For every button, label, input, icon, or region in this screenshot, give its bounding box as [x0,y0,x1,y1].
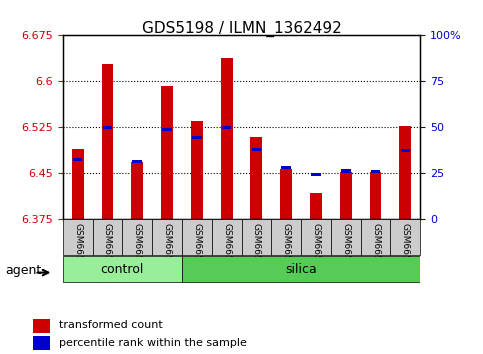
Bar [341,170,351,172]
Text: agent: agent [5,264,41,277]
Text: GSM665754: GSM665754 [222,223,231,278]
Bar [400,149,410,152]
Text: GSM665775: GSM665775 [312,223,320,278]
Text: GSM665750: GSM665750 [192,223,201,278]
Bar [369,172,382,219]
FancyBboxPatch shape [182,256,420,282]
Bar [251,137,262,219]
Text: GSM665793: GSM665793 [401,223,410,278]
Bar [73,159,83,161]
Bar [340,172,352,219]
FancyBboxPatch shape [361,219,390,255]
Text: GSM665788: GSM665788 [163,223,171,278]
Bar [103,126,112,129]
FancyBboxPatch shape [390,219,420,255]
Bar [192,136,201,139]
Text: silica: silica [285,263,317,275]
Text: GSM665769: GSM665769 [252,223,261,278]
Bar [33,319,50,333]
Bar [310,193,322,219]
Bar [280,169,292,219]
FancyBboxPatch shape [271,219,301,255]
Bar [311,172,321,176]
Bar [162,128,172,131]
Bar [132,160,142,163]
Bar [72,149,84,219]
Bar [131,162,143,219]
FancyBboxPatch shape [63,256,182,282]
Text: control: control [100,263,144,275]
FancyBboxPatch shape [331,219,361,255]
Bar [191,121,203,219]
FancyBboxPatch shape [152,219,182,255]
Text: GDS5198 / ILMN_1362492: GDS5198 / ILMN_1362492 [142,21,341,38]
Bar [371,170,380,173]
FancyBboxPatch shape [182,219,212,255]
Bar [222,126,231,129]
FancyBboxPatch shape [242,219,271,255]
Bar [221,58,233,219]
Bar [33,336,50,350]
Text: GSM665771: GSM665771 [103,223,112,278]
FancyBboxPatch shape [63,219,93,255]
Text: GSM665774: GSM665774 [133,223,142,278]
Text: GSM665785: GSM665785 [341,223,350,278]
Bar [399,126,412,219]
FancyBboxPatch shape [122,219,152,255]
Text: transformed count: transformed count [59,320,163,330]
Text: GSM665770: GSM665770 [282,223,291,278]
FancyBboxPatch shape [301,219,331,255]
FancyBboxPatch shape [93,219,122,255]
Text: percentile rank within the sample: percentile rank within the sample [59,338,247,348]
FancyBboxPatch shape [212,219,242,255]
Bar [282,166,291,169]
Bar [252,148,261,151]
Bar [101,64,114,219]
Text: GSM665792: GSM665792 [371,223,380,278]
Bar [161,86,173,219]
Text: GSM665761: GSM665761 [73,223,82,278]
